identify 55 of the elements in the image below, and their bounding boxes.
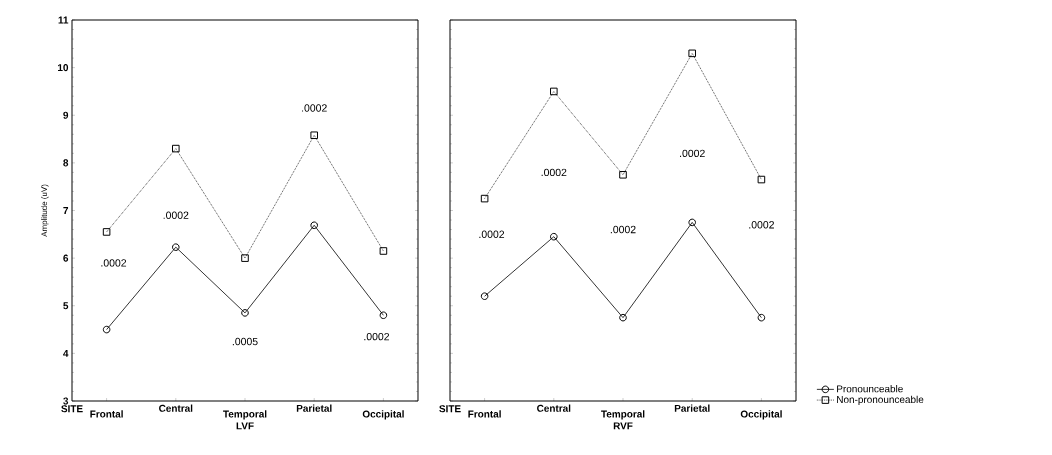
x-tick-label: Occipital xyxy=(740,410,782,420)
x-tick-label: Central xyxy=(159,404,193,412)
point xyxy=(241,309,249,317)
annotation: .0002 xyxy=(479,230,505,239)
point xyxy=(757,175,766,184)
y-tick-label: 9 xyxy=(63,111,69,119)
annotation: .0005 xyxy=(232,337,258,346)
annotation: .0002 xyxy=(101,259,127,267)
x-axis-title: RVF xyxy=(613,422,633,430)
annotation: .0002 xyxy=(610,225,636,234)
legend-label: Non-pronounceable xyxy=(837,395,924,405)
text: SITE xyxy=(439,405,461,413)
x-axis-title: LVF xyxy=(236,422,254,430)
y-tick-label: 6 xyxy=(63,254,69,262)
point xyxy=(550,87,558,96)
y-tick-label: 11 xyxy=(58,16,69,24)
x-tick-label: Occipital xyxy=(362,410,404,420)
point xyxy=(241,254,249,262)
y-tick-label: 10 xyxy=(58,64,69,72)
y-tick-label: 5 xyxy=(63,302,69,310)
x-tick-label: Frontal xyxy=(90,410,123,418)
point xyxy=(379,247,388,255)
point xyxy=(550,232,558,241)
point xyxy=(688,49,696,58)
x-tick-label: Frontal xyxy=(468,410,501,418)
point xyxy=(172,243,180,251)
y-tick-label: 7 xyxy=(63,207,69,214)
point xyxy=(102,325,111,334)
point xyxy=(172,144,180,153)
point xyxy=(102,228,111,236)
point xyxy=(619,170,627,179)
annotation: .0002 xyxy=(364,332,390,341)
x-tick-label: Temporal xyxy=(601,410,645,420)
point xyxy=(310,221,318,230)
point xyxy=(757,313,766,322)
legend-label: Pronounceable xyxy=(837,385,903,393)
point xyxy=(310,131,318,140)
y-tick-label: 8 xyxy=(63,159,69,167)
point xyxy=(619,313,627,322)
x-tick-label: Central xyxy=(537,404,571,412)
text: SITE xyxy=(61,405,83,413)
y-tick-label: 4 xyxy=(63,349,69,357)
point xyxy=(379,311,388,320)
x-tick-label: Parietal xyxy=(674,404,710,412)
point xyxy=(480,194,489,203)
y-tick-label: 3 xyxy=(63,397,69,405)
point xyxy=(480,292,489,301)
annotation: .0002 xyxy=(302,104,327,112)
annotation: .0002 xyxy=(163,211,189,219)
annotation: .0002 xyxy=(749,221,774,229)
x-tick-label: Parietal xyxy=(296,404,332,412)
annotation: .0002 xyxy=(680,149,705,158)
annotation: .0002 xyxy=(541,168,567,177)
x-tick-label: Temporal xyxy=(223,410,267,420)
point xyxy=(688,218,696,227)
